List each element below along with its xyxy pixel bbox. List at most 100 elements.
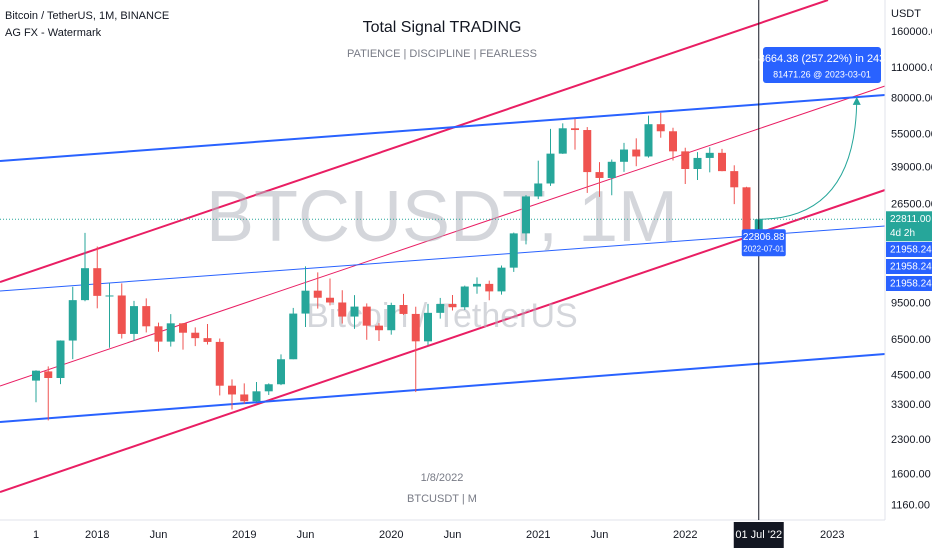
x-tick-label: 2018 xyxy=(85,529,109,541)
y-tick-label: 55000.00 xyxy=(891,129,932,141)
footer-date: 1/8/2022 xyxy=(421,472,464,484)
x-tick-label: Jun xyxy=(444,529,462,541)
candle xyxy=(81,232,89,302)
x-tick-label: 2023 xyxy=(820,529,844,541)
candle xyxy=(130,300,138,342)
candle xyxy=(264,383,273,395)
y-tick-label: 4500.00 xyxy=(891,369,931,381)
y-tick-label: 160000.00 xyxy=(891,26,932,38)
candle-body xyxy=(375,325,383,331)
candle-body xyxy=(240,394,249,402)
candle-body xyxy=(350,306,359,317)
candle xyxy=(313,272,322,309)
candle-body xyxy=(44,371,53,378)
candle xyxy=(142,298,151,333)
candle xyxy=(571,118,579,150)
candle-body xyxy=(32,370,40,381)
candle xyxy=(154,322,163,352)
candle-body xyxy=(595,172,604,178)
y-tick-label: 3300.00 xyxy=(891,399,931,411)
candle xyxy=(289,307,298,360)
candle-body xyxy=(546,153,555,184)
candle-body xyxy=(669,131,677,152)
candle-body xyxy=(362,306,371,326)
blue-bottom xyxy=(0,353,886,423)
last-price-label: 22811.00 xyxy=(890,214,931,225)
candle-body xyxy=(473,283,481,287)
candle-body xyxy=(130,306,138,334)
candle xyxy=(583,127,592,193)
price-label-box xyxy=(886,242,932,257)
candle xyxy=(718,148,726,172)
watermark: BTCUSDT, 1M xyxy=(206,177,678,257)
candle-body xyxy=(326,297,334,303)
currency: USDT xyxy=(891,8,921,20)
candle-body xyxy=(522,196,530,234)
candle xyxy=(399,293,408,315)
y-tick-label: 110000.00 xyxy=(891,62,932,74)
candle xyxy=(203,323,212,345)
candle-body xyxy=(497,267,506,292)
candle xyxy=(411,306,420,393)
candle-body xyxy=(215,341,224,386)
candle-body xyxy=(289,313,298,360)
candle-body xyxy=(620,149,628,162)
candle xyxy=(595,162,604,197)
candle xyxy=(350,295,359,329)
candle-body xyxy=(448,304,457,308)
price-label: 21958.24 xyxy=(890,262,932,273)
candle-body xyxy=(534,183,543,197)
candle-body xyxy=(338,302,347,317)
candle-body xyxy=(607,161,616,178)
candle-body xyxy=(509,233,518,268)
candle xyxy=(558,123,567,154)
candle xyxy=(105,282,114,348)
candle-body xyxy=(558,128,567,154)
candle xyxy=(44,366,53,421)
candle xyxy=(166,314,175,347)
candle-body xyxy=(705,152,714,158)
projection-label: 58664.38 (257.22%) in 243d xyxy=(753,53,892,65)
candle-body xyxy=(166,323,175,342)
candle xyxy=(546,128,555,186)
candle-body xyxy=(436,304,445,313)
candle xyxy=(362,303,371,340)
candle xyxy=(215,338,224,396)
y-tick-label: 1600.00 xyxy=(891,469,931,481)
channel-mid xyxy=(0,85,886,387)
channel-top xyxy=(0,0,829,283)
candle xyxy=(730,165,739,205)
candle xyxy=(117,283,126,339)
candle-body xyxy=(718,152,726,172)
candle xyxy=(522,195,530,245)
candle xyxy=(68,286,77,360)
candle-body xyxy=(142,306,151,327)
x-tick-label: 2019 xyxy=(232,529,256,541)
candle-body xyxy=(228,385,236,395)
x-tick-label: Jun xyxy=(297,529,315,541)
chart-subtitle: PATIENCE | DISCIPLINE | FEARLESS xyxy=(347,48,537,60)
candle-body xyxy=(399,305,408,314)
y-tick-label: 9500.00 xyxy=(891,297,931,309)
candle-body xyxy=(56,340,65,378)
candle xyxy=(56,340,65,385)
price-label: 21958.24 xyxy=(890,245,932,256)
candle xyxy=(644,115,653,158)
candle xyxy=(436,297,445,319)
candle-body xyxy=(693,157,702,170)
arrow-head xyxy=(852,96,861,105)
candle xyxy=(179,322,187,350)
candle xyxy=(497,265,506,295)
start-box xyxy=(741,229,786,257)
candle xyxy=(301,266,310,327)
candle xyxy=(32,370,40,403)
candle xyxy=(228,379,236,410)
candle xyxy=(693,152,702,180)
watermark-sub: Bitcoin / TetherUS xyxy=(306,297,578,335)
candle xyxy=(534,160,543,200)
candle xyxy=(277,354,285,386)
candle xyxy=(326,278,334,306)
candle-body xyxy=(644,124,653,157)
